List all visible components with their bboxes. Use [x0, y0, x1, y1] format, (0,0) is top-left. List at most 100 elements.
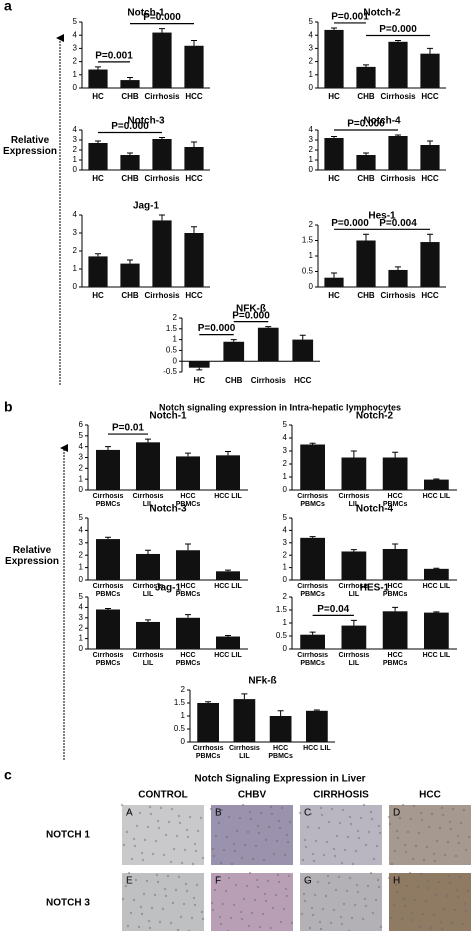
y-tick-label: 6 [79, 420, 84, 429]
cell-speck [299, 812, 301, 814]
cell-speck [388, 816, 390, 818]
cell-speck [149, 927, 151, 929]
cell-speck [314, 894, 316, 896]
cell-speck [320, 928, 322, 930]
cell-speck [223, 849, 225, 851]
bar [324, 278, 343, 287]
bar [383, 611, 408, 649]
cell-speck [194, 843, 196, 845]
cell-speck [185, 883, 187, 885]
cell-speck [393, 904, 395, 906]
cell-speck [194, 904, 196, 906]
cell-speck [304, 900, 306, 902]
cell-speck [133, 899, 135, 901]
bar [120, 80, 139, 88]
cell-speck [363, 804, 365, 806]
x-tick-label: HCC LIL [208, 652, 248, 660]
y-tick-label: 1 [283, 472, 288, 481]
cell-speck [287, 841, 289, 843]
cell-speck [134, 845, 136, 847]
y-tick-label: 1.5 [276, 605, 288, 614]
x-tick-label: HCC [421, 174, 439, 183]
cell-speck [136, 825, 138, 827]
cell-speck [262, 913, 264, 915]
cell-speck [122, 898, 124, 900]
y-tick-label: 5 [79, 513, 84, 522]
error-bar [427, 48, 433, 53]
cell-speck [430, 927, 432, 929]
histology-image [122, 805, 204, 865]
cell-speck [173, 848, 175, 850]
cell-speck [249, 811, 251, 813]
cell-speck [365, 905, 367, 907]
cell-speck [365, 844, 367, 846]
cell-speck [360, 817, 362, 819]
chart-title: Notch-1 [149, 411, 187, 422]
cell-speck [344, 849, 346, 851]
cell-speck [192, 863, 194, 865]
error-bar [95, 141, 101, 143]
cell-speck [144, 839, 146, 841]
error-bar [351, 451, 357, 458]
error-bar [392, 452, 398, 457]
y-label-box: Relative Expression [0, 545, 64, 575]
cell-speck [151, 907, 153, 909]
error-bar [191, 227, 197, 233]
x-tick-label: CHB [357, 291, 375, 300]
cell-speck [160, 807, 162, 809]
p-value: P=0.000 [379, 24, 417, 35]
cell-speck [340, 916, 342, 918]
error-bar [225, 452, 231, 456]
cell-speck [349, 877, 351, 879]
y-tick-label: 0.5 [166, 346, 178, 355]
y-tick-label: 5 [283, 420, 288, 429]
cell-speck [426, 846, 428, 848]
bar [152, 33, 171, 88]
y-tick-label: 0 [79, 485, 84, 494]
p-value: P=0.000 [111, 121, 149, 132]
panel-label: b [4, 399, 13, 415]
cell-speck [362, 918, 364, 920]
cell-speck [271, 813, 273, 815]
bar [300, 445, 325, 491]
chart-title: NFk-ß [248, 676, 276, 687]
cell-speck [187, 836, 189, 838]
y-tick-label: 5 [79, 592, 84, 601]
cell-speck [463, 809, 465, 811]
cell-speck [236, 830, 238, 832]
cell-speck [305, 846, 307, 848]
x-tick-label-box: Cirrhosis PBMCs [88, 652, 128, 672]
bar [258, 328, 279, 361]
cell-speck [412, 858, 414, 860]
y-tick-label: 1 [283, 563, 288, 572]
x-tick-label-box: Cirrhosis PBMCs [88, 583, 128, 603]
x-tick-label: CHB [121, 174, 139, 183]
tile-letter: D [393, 808, 400, 819]
x-tick-label: HCC [294, 376, 312, 385]
error-bar [392, 607, 398, 611]
x-tick-label-box: HCC PBMCs [263, 745, 299, 765]
cell-speck [179, 822, 181, 824]
cell-speck [342, 809, 344, 811]
error-bar [395, 267, 401, 270]
error-bar [225, 570, 231, 571]
cell-speck [428, 826, 430, 828]
cell-speck [391, 863, 393, 865]
error-bar [310, 537, 316, 538]
cell-speck [302, 859, 304, 861]
p-value: P=0.04 [317, 604, 349, 615]
cell-speck [465, 849, 467, 851]
bar [120, 155, 139, 170]
cell-speck [156, 874, 158, 876]
cell-speck [270, 806, 272, 808]
cell-speck [121, 804, 123, 806]
error-bar [145, 439, 151, 442]
cell-speck [278, 881, 280, 883]
chart-title: Jag-1 [133, 201, 160, 212]
cell-speck [191, 917, 193, 919]
cell-speck [438, 881, 440, 883]
cell-speck [244, 844, 246, 846]
bar [388, 136, 407, 170]
y-tick-label: 0 [309, 282, 314, 291]
cell-speck [301, 913, 303, 915]
